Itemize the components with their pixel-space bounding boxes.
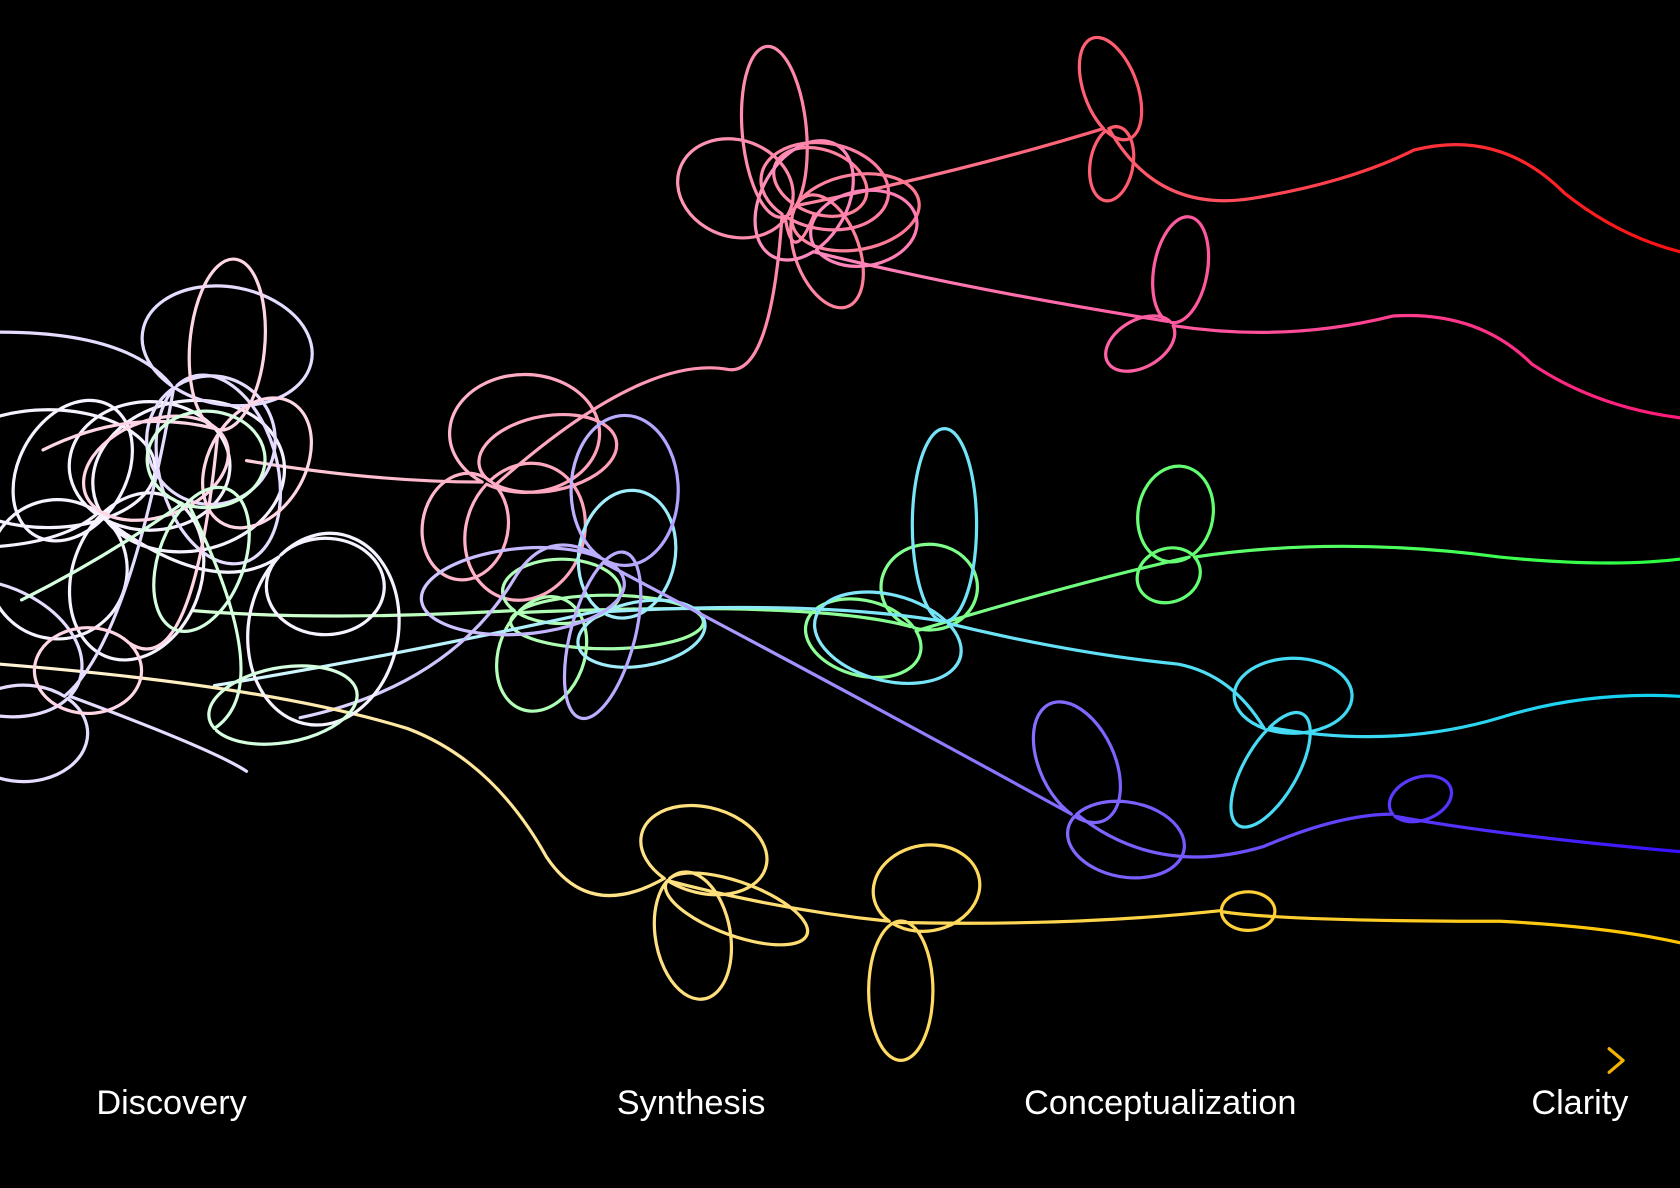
stage-label: Clarity xyxy=(1531,1084,1629,1122)
scribbles xyxy=(0,35,1680,1062)
scribble-white xyxy=(0,398,401,727)
scribble-lilac xyxy=(0,284,314,784)
stage-label: Conceptualization xyxy=(1024,1084,1296,1122)
scribble-blush xyxy=(32,257,313,715)
timeline-arrow xyxy=(1607,1047,1625,1074)
scribble-peach xyxy=(244,44,891,602)
stage-label: Discovery xyxy=(96,1084,247,1122)
scribble-pink xyxy=(753,139,1680,420)
scribble-red xyxy=(772,35,1680,310)
stage-label: Synthesis xyxy=(617,1084,766,1122)
scribble-yellow xyxy=(0,662,1680,1062)
scribble-green xyxy=(191,464,1680,713)
scribble-purple xyxy=(298,413,1680,880)
scribble-mint xyxy=(19,409,359,746)
scribble-cyan xyxy=(212,427,1680,829)
